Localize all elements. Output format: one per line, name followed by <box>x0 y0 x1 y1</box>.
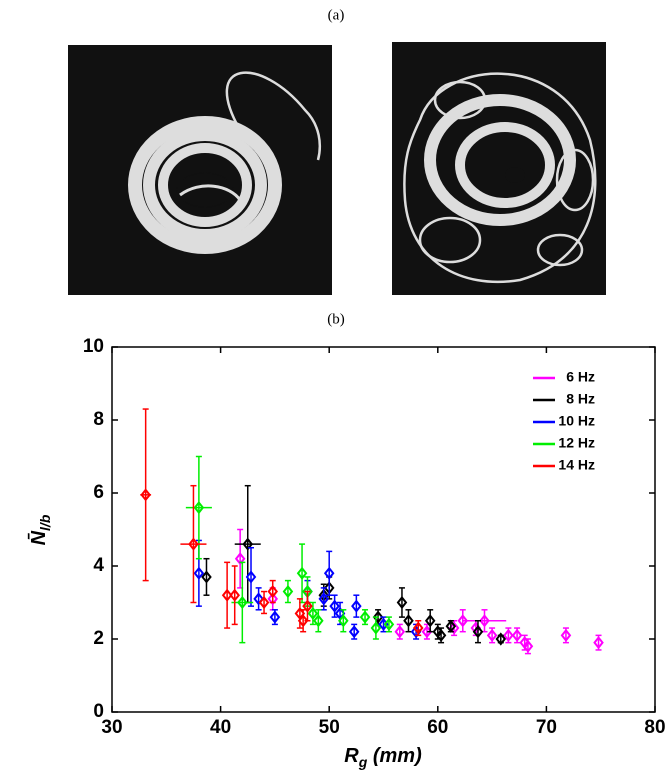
marker <box>140 488 151 502</box>
x-tick-label: 60 <box>427 717 448 738</box>
x-tick-label: 50 <box>319 717 340 738</box>
marker <box>282 584 294 599</box>
legend-label: 14 Hz <box>558 457 595 473</box>
marker <box>307 606 319 621</box>
marker <box>372 610 384 624</box>
y-label-sub: l/b <box>37 514 53 531</box>
marker <box>329 599 340 613</box>
marker <box>486 628 498 642</box>
x-tick-label: 30 <box>101 717 122 738</box>
y-tick-label: 8 <box>93 409 104 430</box>
marker <box>560 628 572 642</box>
marker <box>313 614 324 628</box>
marker <box>503 628 514 642</box>
marker <box>267 592 279 606</box>
panel-label: (b) <box>327 311 345 327</box>
marker <box>267 584 279 599</box>
marker <box>323 566 335 580</box>
x-axis-label: Rg (mm) <box>344 745 422 769</box>
marker <box>370 621 382 635</box>
marker <box>253 592 264 606</box>
marker <box>359 610 371 624</box>
marker <box>302 599 313 613</box>
x-label-main: R <box>344 745 359 767</box>
marker <box>234 552 246 566</box>
marker <box>472 625 484 639</box>
legend-label: 8 Hz <box>566 391 595 407</box>
marker <box>479 614 490 628</box>
x-tick-label: 40 <box>210 717 231 738</box>
marker <box>403 614 414 628</box>
photo-left <box>68 45 332 295</box>
marker <box>193 500 205 515</box>
marker <box>383 617 395 632</box>
marker <box>296 566 308 580</box>
marker <box>237 595 248 610</box>
marker <box>348 625 360 639</box>
marker <box>269 610 281 624</box>
y-tick-label: 6 <box>93 482 104 503</box>
panel-label: (a) <box>328 7 345 23</box>
x-label-sub: g <box>358 754 368 770</box>
marker <box>245 570 257 584</box>
marker <box>457 614 469 628</box>
marker <box>394 625 406 639</box>
marker <box>188 537 199 551</box>
marker <box>318 592 330 606</box>
marker <box>593 636 604 650</box>
marker <box>495 632 507 646</box>
y-tick-label: 2 <box>93 628 104 649</box>
marker <box>351 599 362 613</box>
y-label-main: N̄ <box>28 530 50 545</box>
legend-label: 12 Hz <box>558 435 595 451</box>
marker <box>424 614 436 628</box>
y-tick-label: 10 <box>83 336 104 357</box>
y-tick-label: 4 <box>93 555 104 576</box>
y-tick-label: 0 <box>93 701 104 722</box>
y-axis-label: N̄l/b <box>28 514 53 545</box>
marker <box>229 588 240 602</box>
x-label-unit: (mm) <box>367 745 422 767</box>
marker <box>412 621 424 635</box>
plot-frame <box>111 346 656 713</box>
marker <box>338 614 349 628</box>
marker <box>193 566 205 580</box>
marker <box>242 537 254 551</box>
legend-label: 10 Hz <box>558 413 595 429</box>
x-tick-label: 80 <box>644 717 665 738</box>
photo-right <box>392 42 606 295</box>
marker <box>258 595 270 610</box>
legend-label: 6 Hz <box>566 369 595 385</box>
marker <box>522 639 534 653</box>
marker <box>201 570 212 584</box>
marker <box>435 628 447 642</box>
x-tick-label: 70 <box>536 717 557 738</box>
marker <box>297 614 309 628</box>
marker <box>396 595 408 610</box>
marker <box>511 628 523 642</box>
marker <box>221 588 233 602</box>
marker <box>445 619 457 633</box>
